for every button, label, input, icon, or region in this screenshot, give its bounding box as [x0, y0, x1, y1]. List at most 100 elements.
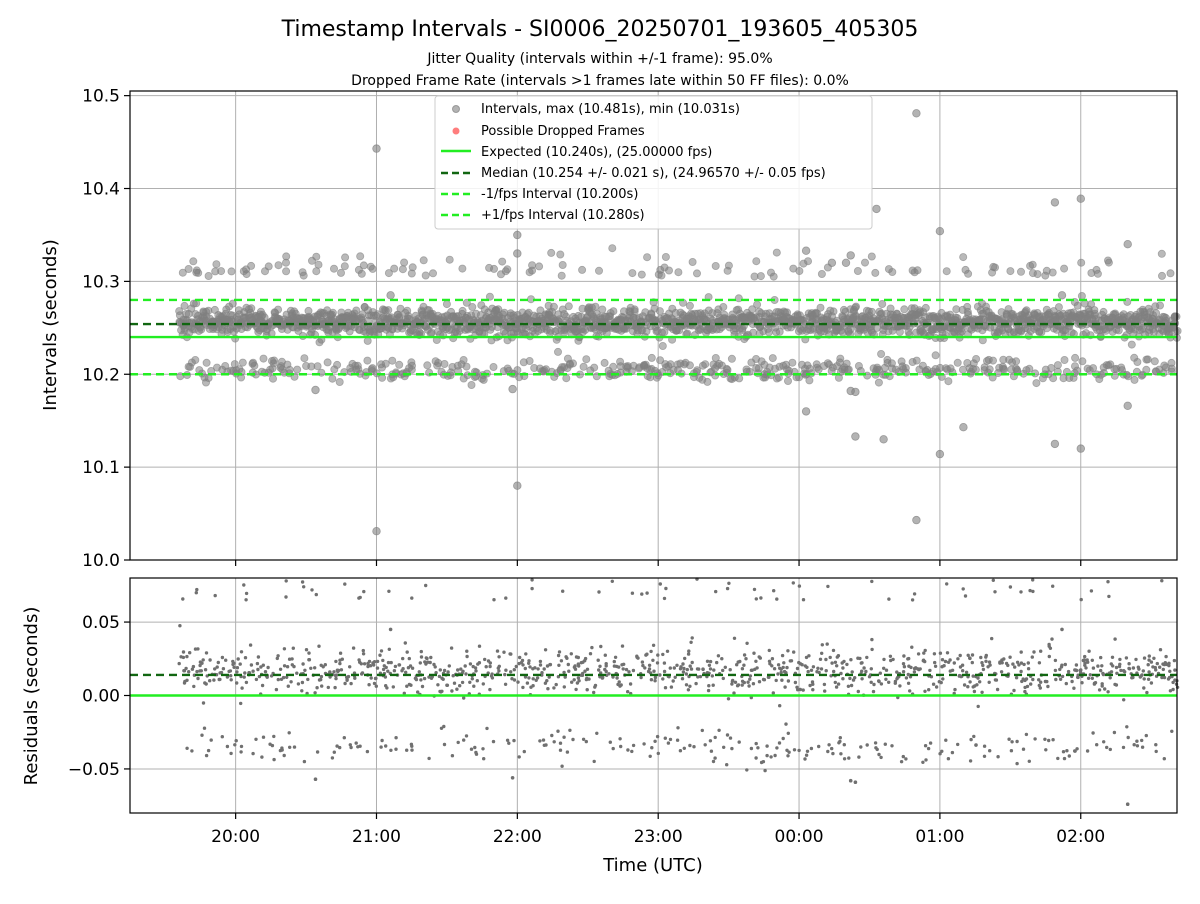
residual-point [358, 744, 362, 748]
residual-point [882, 657, 886, 662]
residual-point [465, 649, 469, 653]
residual-point [942, 664, 946, 668]
interval-point [1073, 301, 1082, 310]
residual-point [195, 587, 199, 592]
interval-point [871, 268, 880, 277]
interval-point [749, 328, 758, 337]
residual-point [208, 679, 212, 683]
residual-point [201, 658, 205, 662]
residual-point [774, 678, 778, 683]
residual-point [779, 670, 783, 675]
interval-point [260, 313, 269, 322]
residual-point [733, 680, 738, 684]
residual-point [765, 753, 769, 758]
interval-point [1006, 267, 1015, 276]
chart-subtitle-dropped: Dropped Frame Rate (intervals >1 frames … [351, 73, 849, 89]
residual-point [875, 747, 879, 752]
interval-point [985, 365, 994, 374]
residual-point [516, 680, 520, 684]
residual-point [775, 597, 779, 601]
residual-point [419, 678, 423, 682]
residual-point [204, 651, 209, 655]
residual-point [346, 674, 351, 679]
residual-point [841, 677, 845, 681]
residuals-y-tick-label: −0.05 [68, 760, 120, 780]
residual-point [711, 759, 716, 764]
residual-point [473, 666, 478, 670]
residual-point [700, 728, 704, 733]
residual-point [1091, 731, 1095, 735]
residual-point [888, 654, 893, 658]
interval-point [557, 271, 566, 280]
interval-point [359, 261, 368, 270]
interval-point [861, 258, 870, 267]
residual-point [592, 759, 596, 764]
residual-point [610, 579, 614, 583]
interval-point [711, 371, 720, 380]
residual-point [333, 685, 337, 690]
interval-point [314, 260, 323, 269]
residual-point [838, 739, 842, 744]
residual-point [604, 662, 608, 666]
interval-point [877, 349, 886, 358]
interval-point [285, 365, 294, 374]
residual-point [1056, 756, 1060, 761]
residual-point [1136, 665, 1141, 669]
residual-point [836, 682, 841, 686]
residual-point [918, 667, 922, 671]
residual-point [603, 653, 607, 657]
residual-point [521, 685, 525, 690]
residual-point [716, 654, 721, 658]
residual-point [394, 736, 398, 740]
interval-point [764, 328, 773, 337]
residual-point [870, 579, 874, 584]
residual-point [776, 672, 780, 676]
legend-entry-expected: Expected (10.240s), (25.00000 fps) [441, 145, 712, 160]
residual-point [403, 641, 407, 645]
interval-point [558, 260, 567, 269]
residual-point [662, 596, 667, 601]
residual-point [1108, 747, 1113, 752]
residual-point [536, 667, 540, 671]
residual-point [754, 659, 758, 663]
interval-point [419, 256, 428, 265]
residual-point [248, 643, 253, 647]
residual-point [787, 750, 791, 754]
residual-point [292, 664, 296, 669]
residual-point [884, 677, 888, 681]
residual-point [1013, 665, 1017, 669]
residual-point [631, 668, 636, 673]
residual-point [287, 731, 291, 735]
residual-point [317, 644, 321, 648]
residual-point [705, 659, 710, 663]
residual-point [661, 677, 665, 681]
interval-point [384, 269, 393, 278]
interval-point [180, 301, 189, 310]
x-axis-label: Time (UTC) [602, 855, 703, 876]
interval-point [628, 269, 637, 278]
residual-point [196, 647, 200, 651]
residual-point [380, 738, 384, 743]
residual-point [608, 740, 612, 744]
residual-point [687, 649, 691, 653]
residual-point [304, 648, 309, 652]
residual-point [261, 735, 266, 739]
residual-point [372, 663, 376, 667]
residual-point [393, 664, 398, 669]
residual-point [544, 743, 548, 747]
residual-point [846, 684, 851, 688]
residual-point [1012, 688, 1016, 693]
interval-point [655, 307, 664, 316]
residual-point [754, 597, 758, 601]
residual-point [1149, 681, 1154, 685]
residual-point [462, 696, 466, 700]
residual-point [1053, 658, 1058, 663]
residual-point [869, 667, 873, 671]
residual-point [546, 687, 550, 691]
residual-point [256, 655, 261, 659]
residual-point [1102, 740, 1106, 744]
residual-point [188, 651, 192, 655]
residual-outlier-point [853, 780, 858, 784]
residual-point [1074, 663, 1079, 667]
residual-point [229, 678, 233, 682]
